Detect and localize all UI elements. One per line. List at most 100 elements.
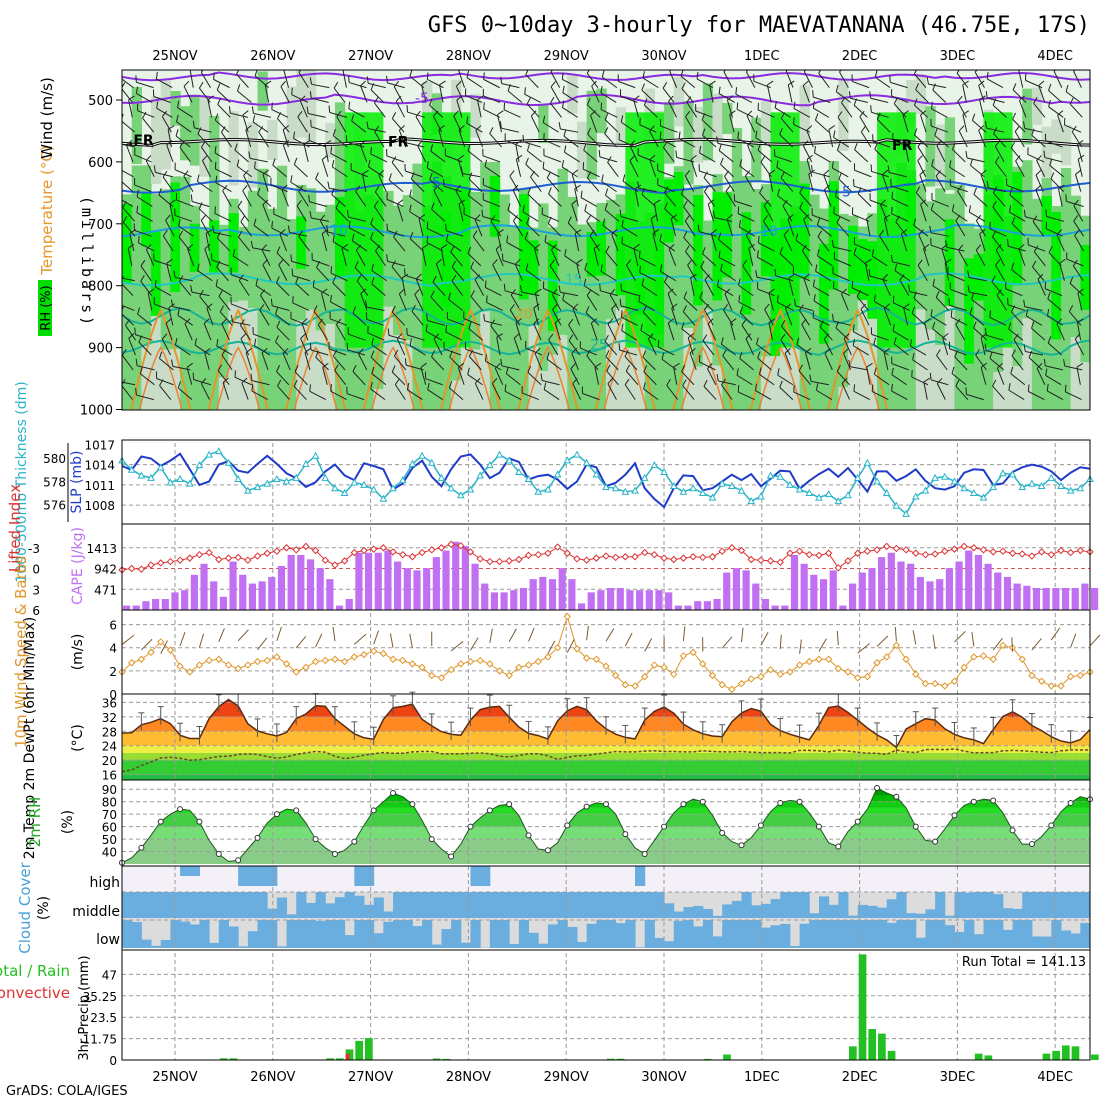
li-point — [1047, 550, 1055, 559]
cloud-low-cell — [218, 920, 229, 948]
li-point — [621, 553, 630, 561]
date-label-top: 29NOV — [544, 49, 589, 64]
cloud-middle-cell — [247, 892, 259, 918]
thickness-point — [911, 492, 920, 500]
rh-point — [293, 807, 300, 814]
cloud-middle-cell — [954, 892, 965, 918]
temperature-unit: (°C) — [70, 724, 86, 752]
wind10m-point — [631, 682, 639, 690]
upper-air-panel: -5 .FR FR FR 5 5 10 10 15 20 25 500 600 700 800 900 100… — [38, 69, 1091, 419]
slp-thickness-plot: 1017 1014 1011 1008 580 578 576 — [43, 438, 1094, 522]
wind10m-barb — [332, 626, 336, 642]
cloud-middle-cell — [683, 907, 694, 918]
cloud-middle-cell — [760, 903, 772, 918]
thickness-point — [321, 473, 330, 481]
cloud-low-cell — [122, 920, 133, 948]
cape-bar — [326, 579, 334, 610]
slp-axis-label: SLP (mb) — [69, 450, 85, 513]
precip-total-bar — [1052, 1050, 1060, 1060]
cloud-middle-cell — [296, 892, 307, 918]
cape-bar — [655, 590, 663, 610]
wind10m-barb — [315, 633, 323, 648]
cape-bar — [481, 583, 489, 610]
precip-total-bar — [616, 1058, 625, 1060]
wind10m-point — [602, 662, 610, 670]
wind10m-point — [863, 672, 872, 681]
thickness-point — [1057, 481, 1065, 489]
wind10m-point — [127, 659, 136, 667]
cloud-low-cell — [877, 920, 888, 948]
date-label-top: 25NOV — [152, 49, 197, 64]
thickness-point — [882, 488, 891, 496]
wind10m-point — [360, 650, 368, 659]
cloud-middle-cell — [935, 892, 946, 918]
cloud-low-cell — [354, 920, 365, 948]
cape-bar — [306, 559, 315, 610]
wind10m-point — [766, 665, 775, 674]
cape-bar — [345, 598, 353, 610]
rh-unit: (%) — [60, 810, 76, 834]
cloud-middle-cell — [1022, 892, 1033, 918]
cloud-middle-cell — [286, 914, 297, 918]
date-label-bottom: 4DEC — [1037, 1070, 1073, 1085]
rh-label: 2m RH — [26, 797, 44, 848]
cape-bar — [355, 552, 363, 610]
thickness-point — [485, 461, 494, 469]
thickness-point — [379, 494, 388, 502]
rh-point — [312, 836, 319, 843]
rh-point — [564, 822, 571, 829]
cloud-low-cell — [431, 944, 442, 948]
wind10m-panel: 6 4 2 0 10m Wind Speed & Barbs (m/s) — [12, 556, 1100, 748]
thickness-point — [737, 486, 746, 494]
cape-bar — [800, 563, 808, 610]
cloud-low-cell — [267, 920, 278, 948]
rh-point — [699, 798, 706, 805]
thickness-point — [786, 480, 794, 488]
cape-bar — [297, 554, 305, 610]
li-point — [689, 553, 697, 561]
thickness-point — [156, 463, 165, 471]
cloud-low-cell — [925, 920, 936, 948]
wind10m-point — [292, 668, 300, 676]
li-point — [399, 550, 407, 559]
cape-tick: 471 — [94, 583, 117, 597]
cloud-middle-cell — [886, 899, 897, 918]
slp-tick: 1008 — [84, 499, 115, 513]
li-point — [631, 553, 639, 561]
wind10m-barb — [1031, 638, 1042, 651]
cloud-low-cell — [257, 920, 268, 948]
cloud-low-cell — [896, 920, 907, 948]
rh-point — [893, 793, 900, 800]
pressure-tick: 600 — [88, 156, 113, 171]
wind-legend-label: Wind (m/s) — [38, 77, 56, 159]
li-point — [1066, 548, 1075, 557]
cape-bar — [742, 570, 750, 610]
rh-legend-label: RH (%) — [39, 285, 54, 330]
li-point — [853, 549, 862, 557]
cloud-low-cell — [751, 920, 762, 948]
isotherm-label: 10 — [330, 223, 348, 239]
cape-bar — [597, 590, 605, 610]
rh-tick: 40 — [102, 846, 117, 860]
cloud-low-cell — [518, 920, 530, 948]
cloud-middle-cell — [654, 892, 665, 918]
li-point — [331, 561, 339, 569]
li-point — [263, 549, 271, 557]
wind10m-point — [408, 660, 417, 668]
wind10m-barb — [624, 632, 633, 647]
cape-bar — [268, 576, 276, 610]
wind10m-point — [708, 671, 717, 680]
wind10m-barb — [508, 628, 517, 642]
cape-bar — [868, 568, 876, 610]
li-point — [737, 546, 746, 555]
precip-total-bar — [974, 1053, 983, 1060]
cloud-middle-cell — [499, 892, 510, 918]
rh-point — [254, 834, 261, 841]
cloud-plot: high middle low — [72, 866, 1091, 950]
cloud-middle-cell — [141, 892, 152, 918]
cape-bar — [587, 592, 595, 610]
precip-tick: 35.25 — [83, 990, 117, 1004]
rh-tick: 80 — [102, 796, 117, 810]
wind10m-point — [776, 670, 784, 679]
